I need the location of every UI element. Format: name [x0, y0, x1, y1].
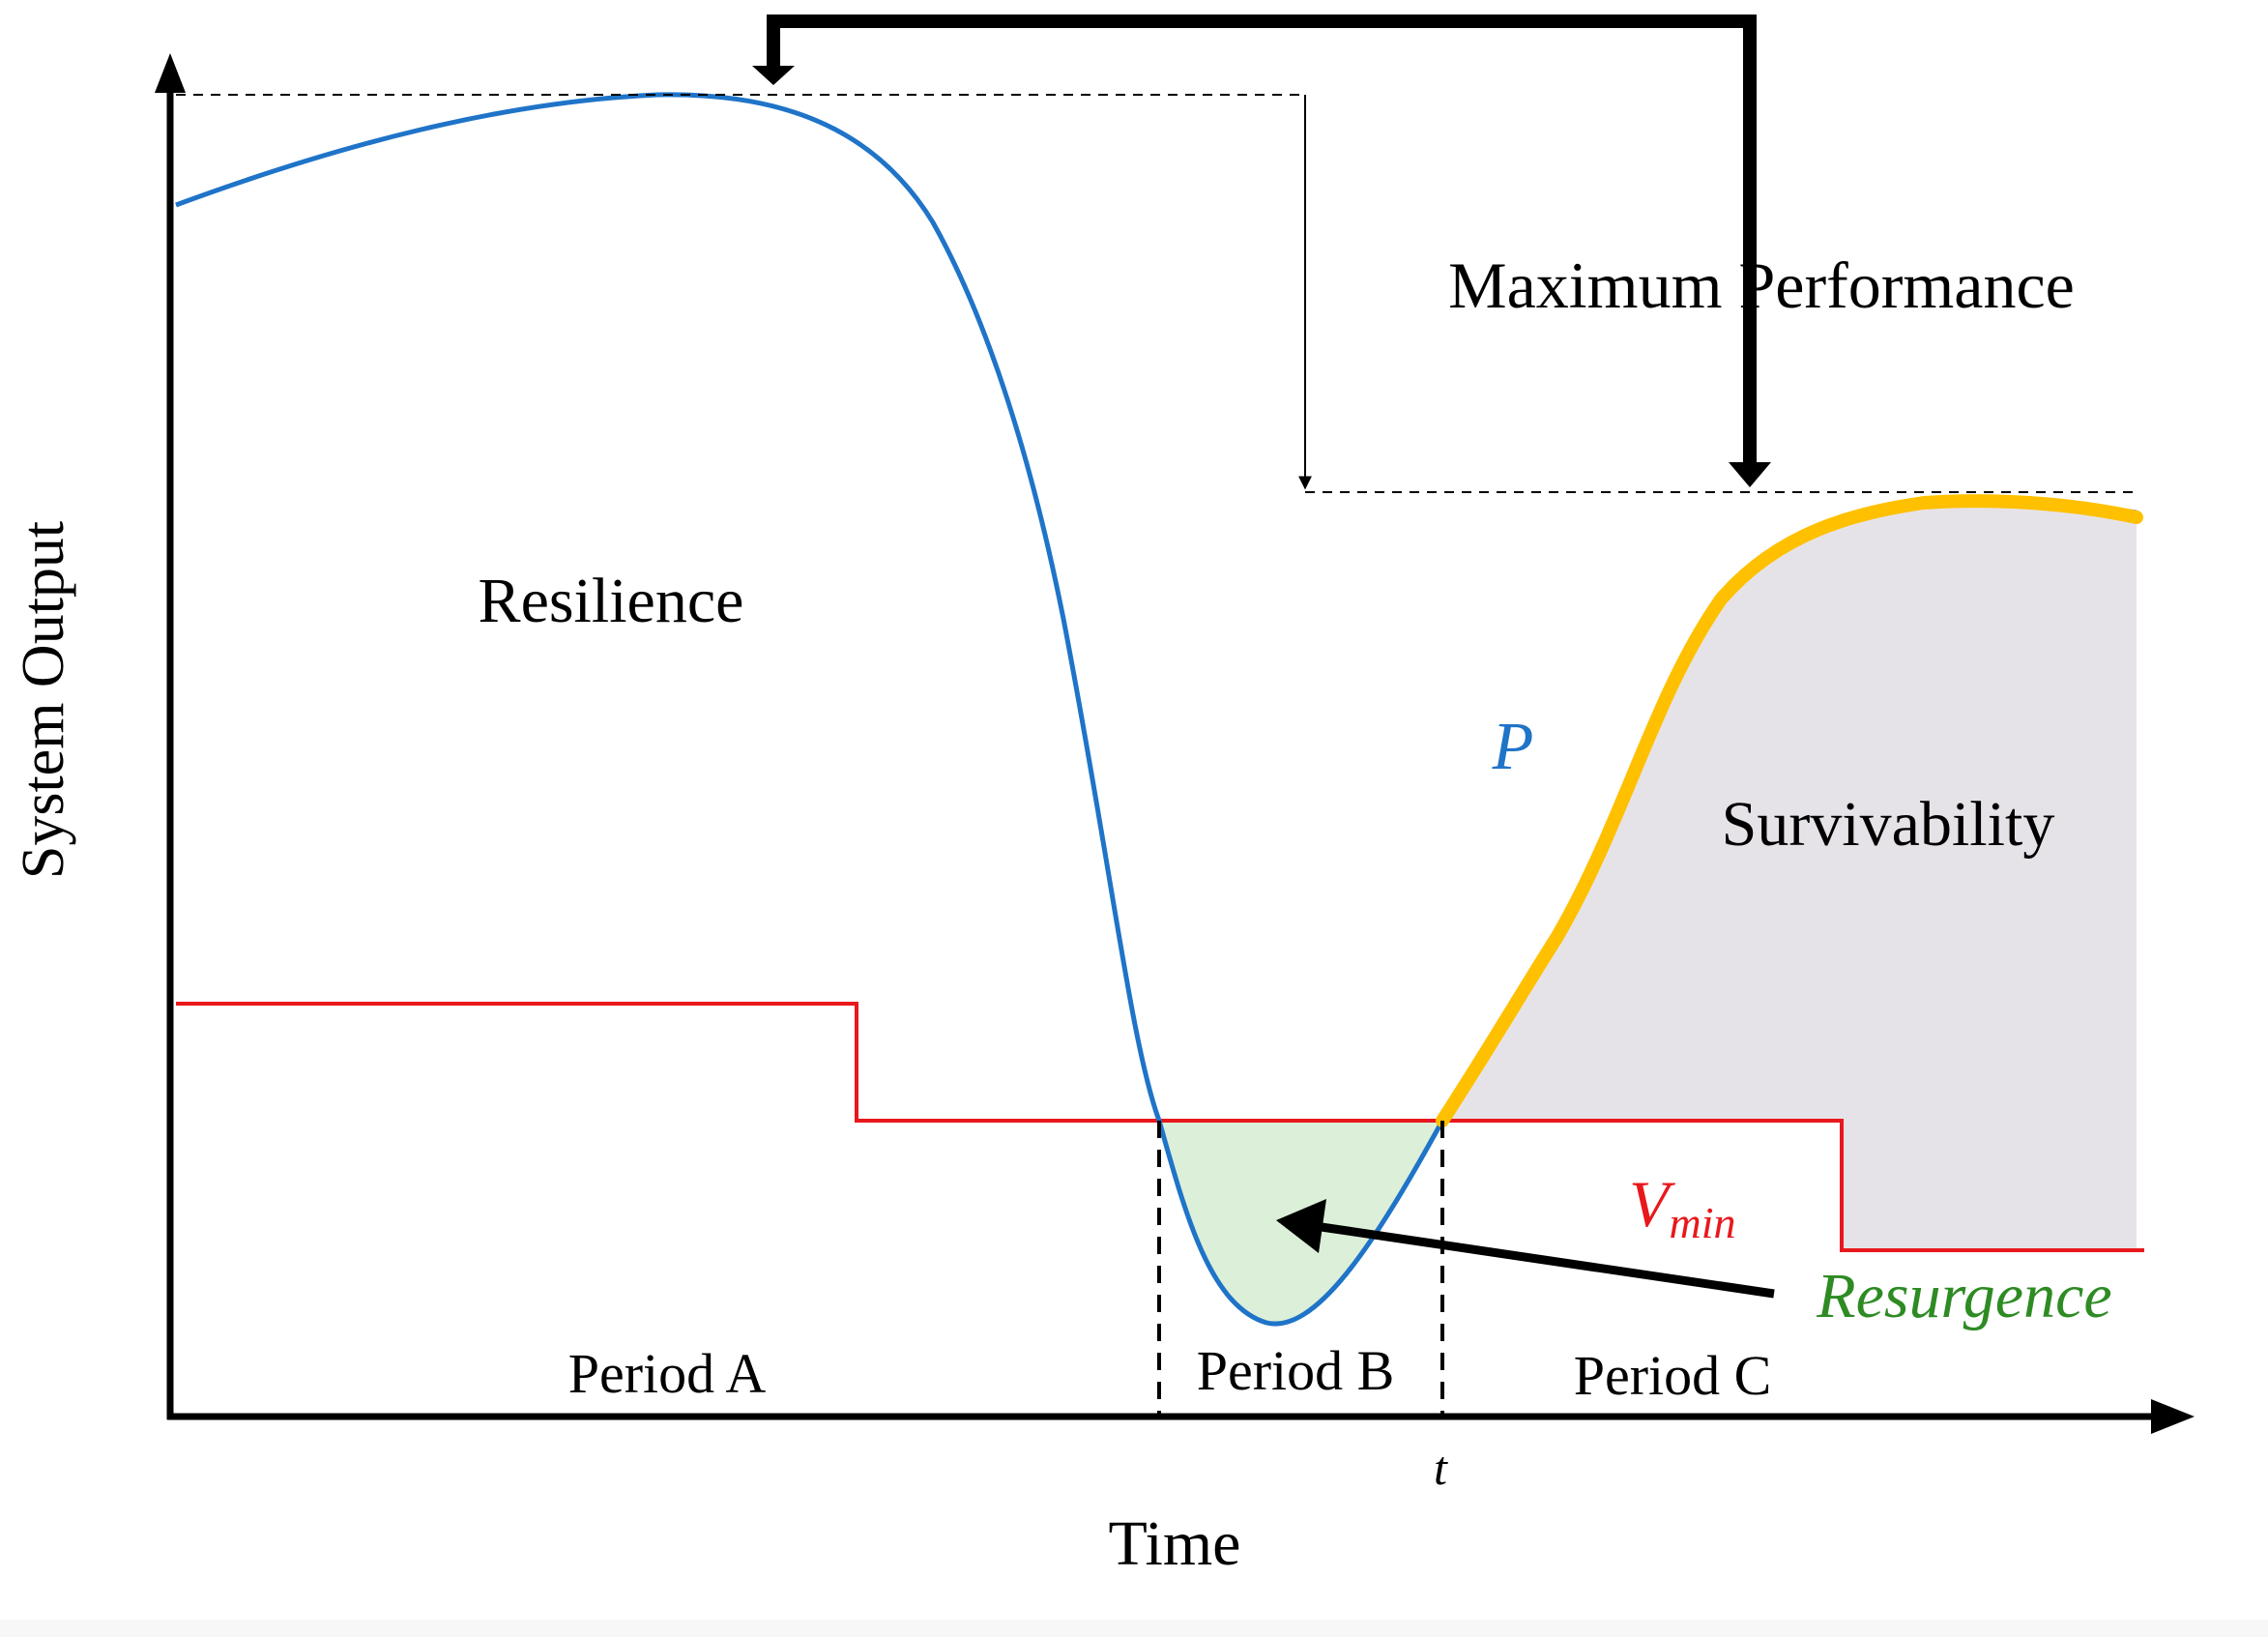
- maximum-performance-label: Maximum Performance: [1448, 248, 2075, 322]
- y-axis-arrowhead: [155, 53, 186, 93]
- period-b-label: Period B: [1197, 1339, 1395, 1402]
- t-marker-label: t: [1434, 1441, 1448, 1495]
- period-c-label: Period C: [1574, 1344, 1772, 1407]
- resilience-label: Resilience: [479, 566, 744, 636]
- survivability-region: [1442, 501, 2137, 1250]
- vmin-threshold-line: [176, 1002, 2144, 1252]
- resurgence-label: Resurgence: [1816, 1261, 2111, 1331]
- survivability-curve: [1436, 494, 2143, 1127]
- maximum-performance-bracket: [767, 15, 1757, 464]
- bracket-arrowhead-left: [752, 66, 795, 85]
- vmin-label: Vmin: [1629, 1167, 1736, 1247]
- x-axis-arrowhead: [2151, 1399, 2195, 1434]
- y-axis-label: System Output: [11, 521, 76, 879]
- bottom-strip: [0, 1620, 2268, 1637]
- bracket-arrowhead-right: [1729, 462, 1771, 487]
- resurgence-pointer-line: [1314, 1221, 1775, 1299]
- x-axis-label: Time: [1109, 1508, 1241, 1579]
- resurgence-pointer-arrowhead: [1276, 1199, 1326, 1253]
- survivability-label: Survivability: [1722, 789, 2055, 860]
- period-a-label: Period A: [568, 1342, 767, 1405]
- performance-symbol-label: P: [1492, 710, 1534, 784]
